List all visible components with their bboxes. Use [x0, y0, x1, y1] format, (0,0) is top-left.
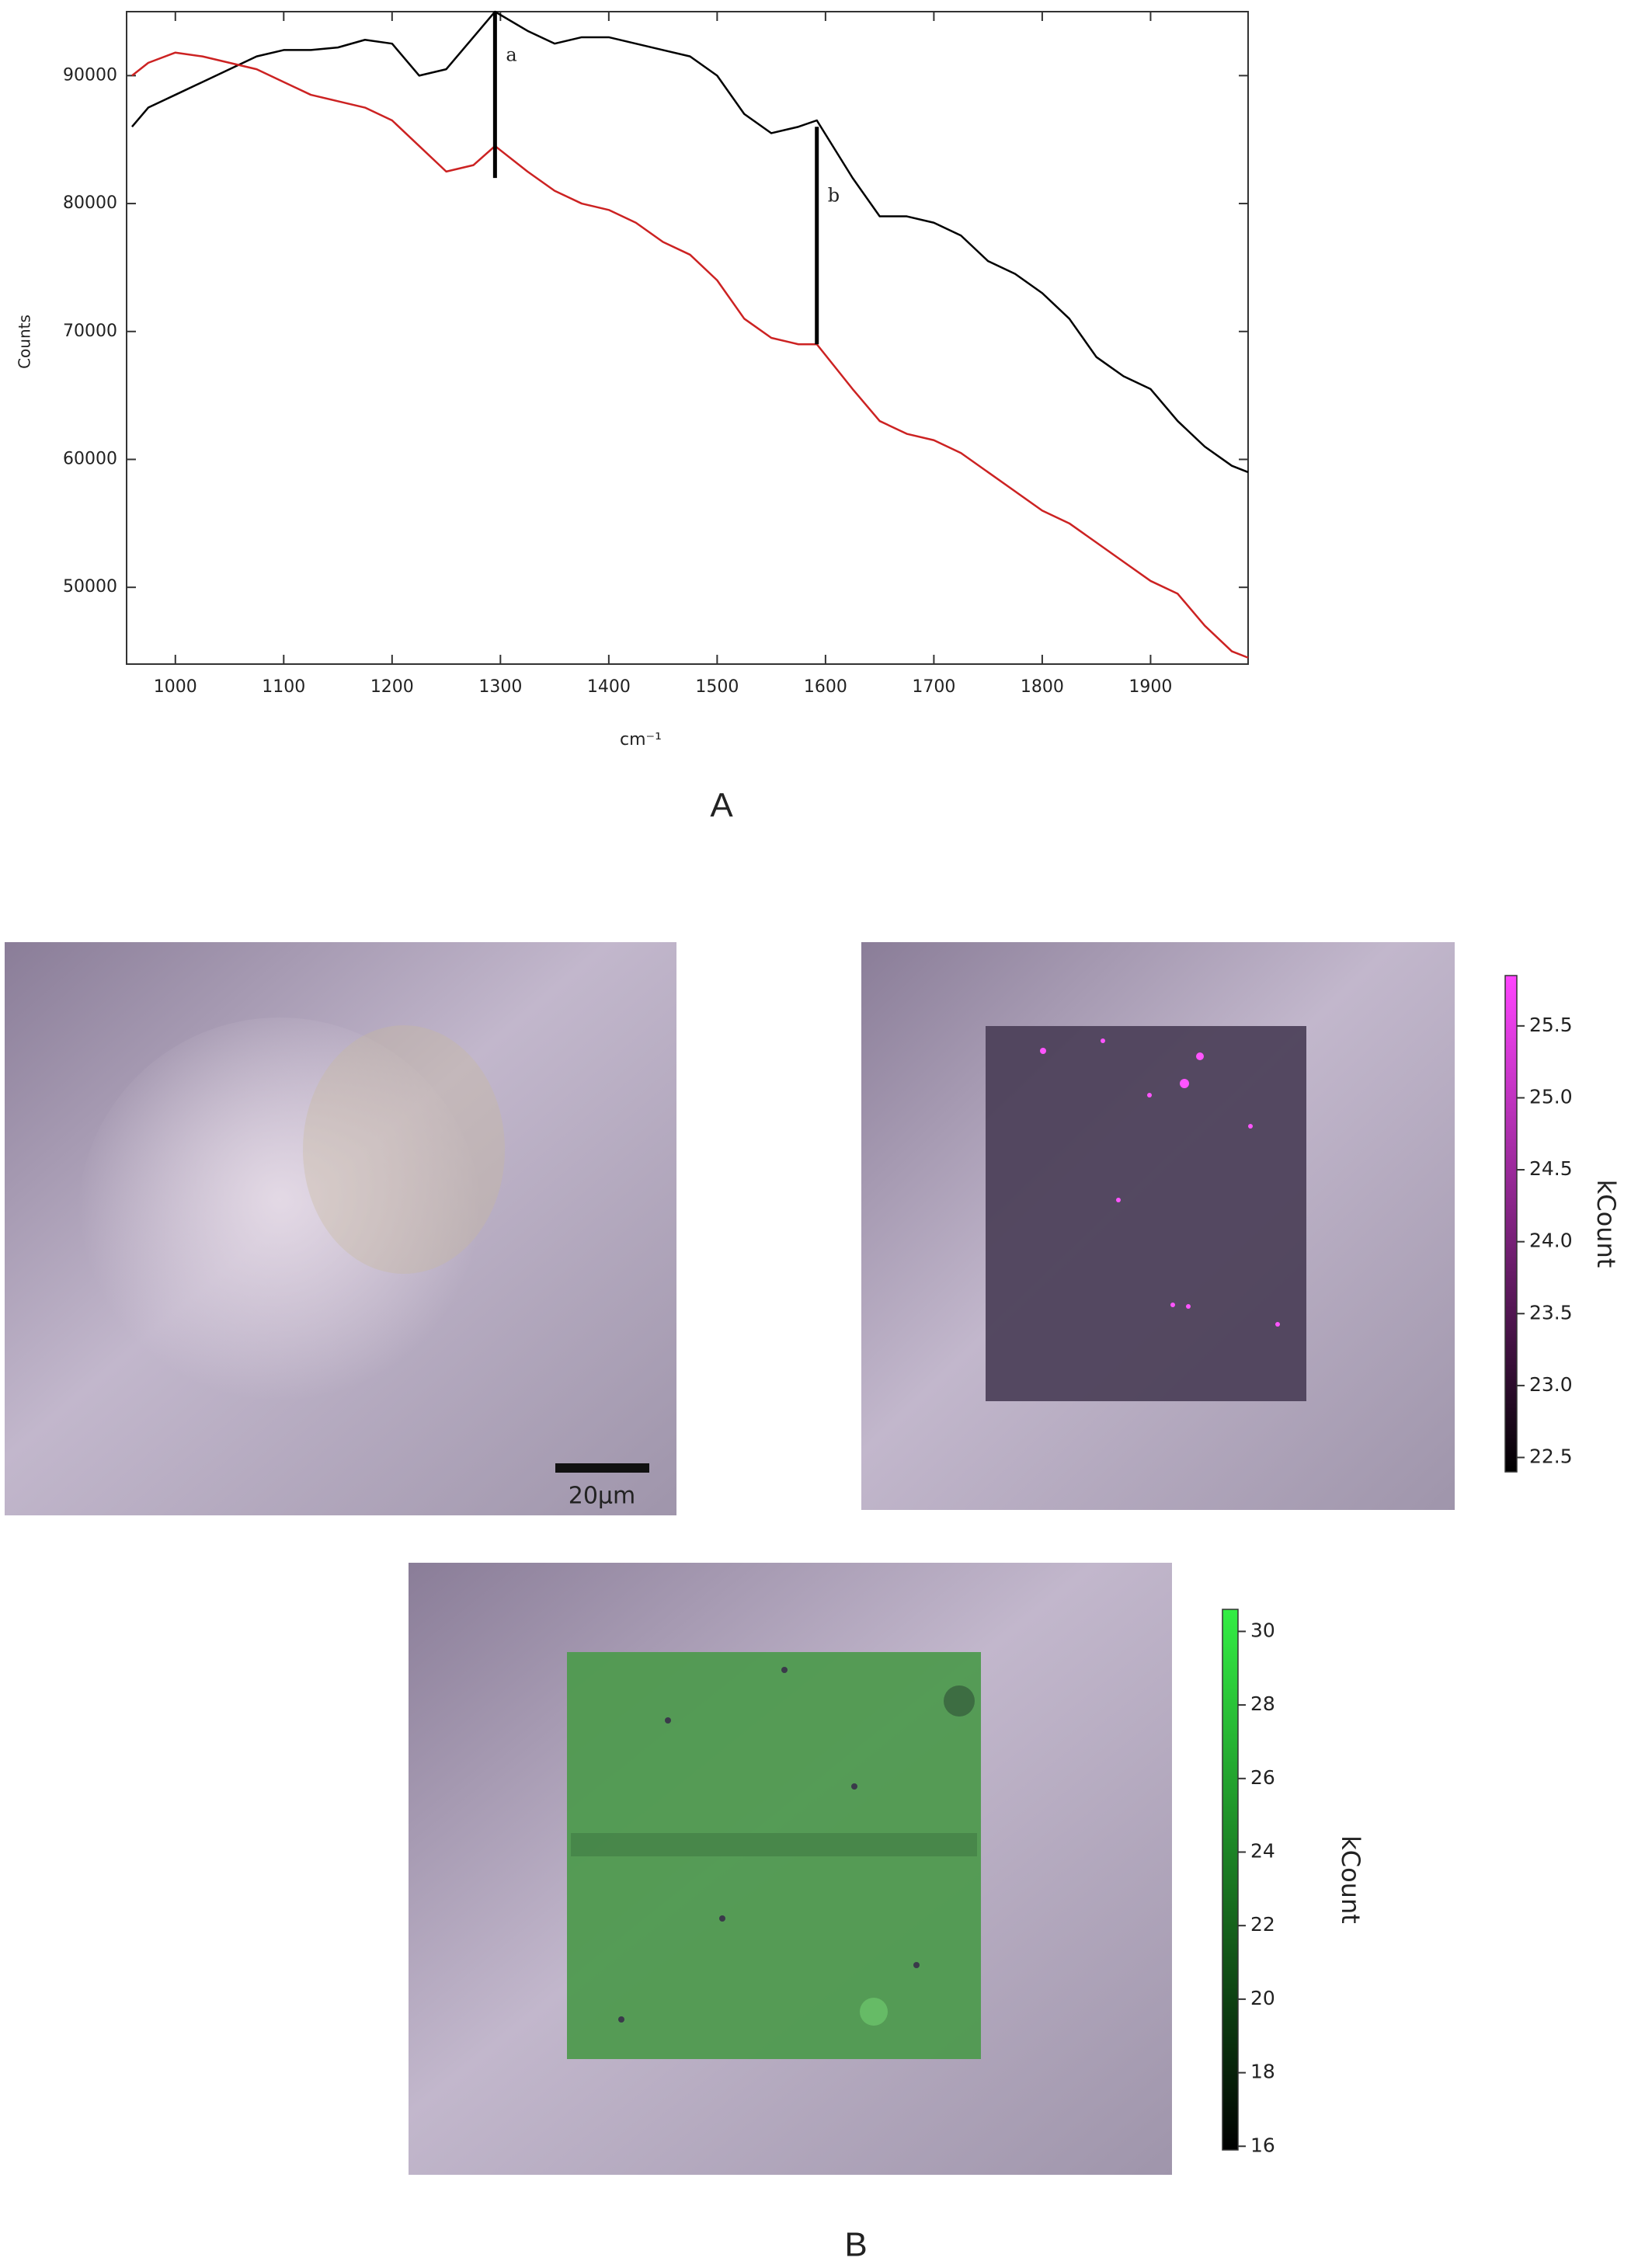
scale-bar-label: 20µm: [569, 1483, 635, 1510]
y-tick-label: 50000: [63, 577, 117, 597]
annotation-label: b: [828, 185, 840, 207]
colorbar-tick-label: 28: [1250, 1692, 1275, 1715]
colorbar-tick-label: 22.5: [1529, 1445, 1573, 1467]
colorbar-tick-label: 23.0: [1529, 1373, 1573, 1396]
colorbar-tick-label: 26: [1250, 1766, 1275, 1789]
colorbar-label: kCount: [1336, 1835, 1365, 1924]
colorbar-tick-label: 30: [1250, 1619, 1275, 1641]
colorbar: [1504, 975, 1518, 1473]
y-tick-label: 80000: [63, 193, 117, 213]
y-tick-label: 60000: [63, 449, 117, 468]
y-tick-label: 90000: [63, 65, 117, 85]
x-tick-label: 1000: [154, 677, 197, 697]
x-tick-label: 1700: [912, 677, 955, 697]
colorbar-tick-label: 18: [1250, 2061, 1275, 2083]
colorbar-tick-label: 22: [1250, 1913, 1275, 1936]
x-tick-label: 1300: [478, 677, 522, 697]
colorbar-label: kCount: [1591, 1180, 1621, 1268]
colorbar-tick-label: 24.5: [1529, 1157, 1573, 1180]
micrograph: [409, 1563, 1172, 2175]
x-tick-label: 1100: [262, 677, 305, 697]
annotation-label: a: [506, 44, 516, 66]
y-axis-label: Counts: [16, 315, 34, 369]
series-line: [131, 10, 1249, 474]
x-tick-label: 1400: [587, 677, 631, 697]
colorbar-tick-label: 25.5: [1529, 1014, 1573, 1036]
colorbar-tick-label: 20: [1250, 1987, 1275, 2009]
panel-label: A: [710, 787, 733, 825]
colorbar-tick-label: 24: [1250, 1839, 1275, 1862]
colorbar-tick-label: 23.5: [1529, 1301, 1573, 1324]
plot-frame: [126, 11, 1249, 665]
colorbar: [1222, 1609, 1239, 2151]
x-tick-label: 1900: [1128, 677, 1172, 697]
colorbar-tick-label: 24.0: [1529, 1230, 1573, 1252]
series-line: [131, 51, 1249, 659]
colorbar-tick-label: 25.0: [1529, 1085, 1573, 1108]
micrograph: 20µm: [5, 942, 676, 1515]
x-tick-label: 1500: [695, 677, 739, 697]
x-tick-label: 1200: [370, 677, 414, 697]
colorbar-tick-label: 16: [1250, 2134, 1275, 2156]
x-axis-label: cm⁻¹: [620, 730, 662, 750]
micrograph: [861, 942, 1455, 1510]
panel-label: B: [844, 2226, 867, 2264]
x-tick-label: 1800: [1021, 677, 1064, 697]
x-tick-label: 1600: [804, 677, 847, 697]
y-tick-label: 70000: [63, 322, 117, 341]
